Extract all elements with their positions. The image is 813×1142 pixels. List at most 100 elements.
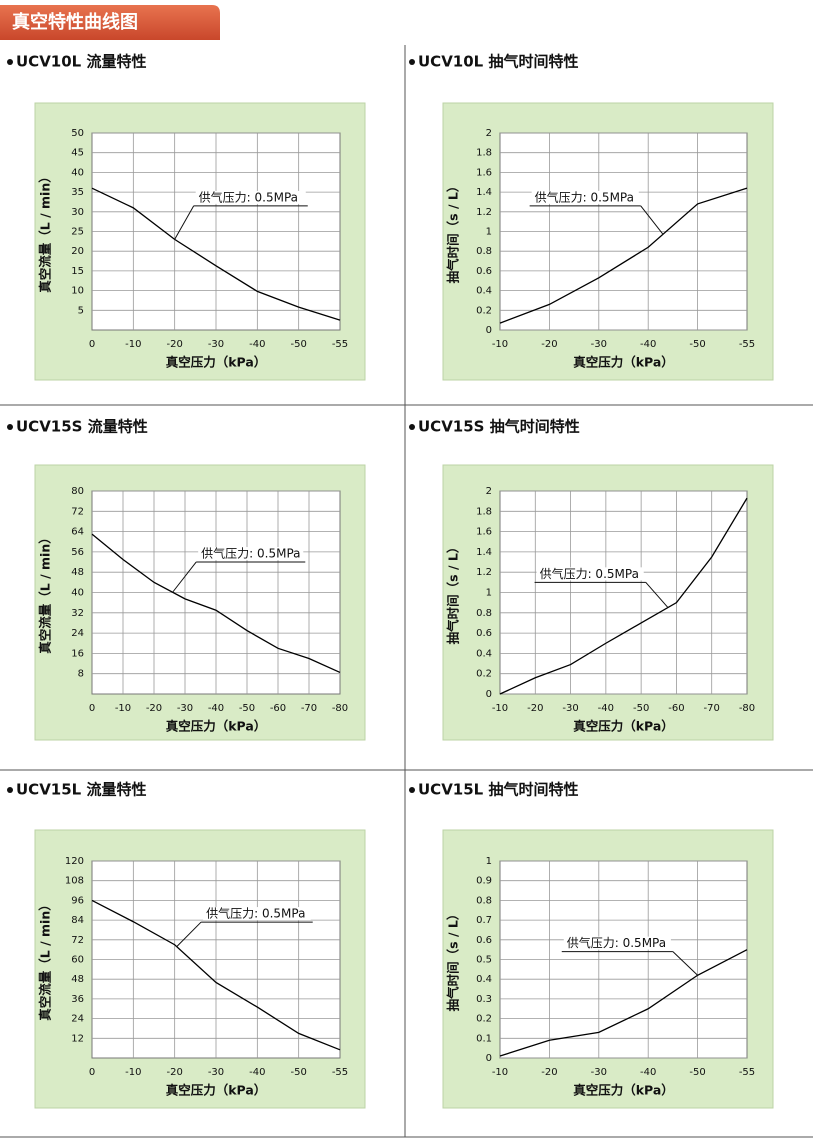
y-tick-label: 40 bbox=[71, 588, 84, 599]
annotation: 供气压力: 0.5MPa bbox=[567, 935, 666, 950]
x-tick-label: -20 bbox=[166, 1067, 182, 1078]
x-axis-label: 真空压力（kPa） bbox=[573, 1083, 674, 1098]
x-tick-label: -40 bbox=[249, 1067, 265, 1078]
y-axis-label: 抽气时间（s / L） bbox=[446, 180, 461, 284]
x-tick-label: -80 bbox=[332, 703, 348, 714]
annotation-bg bbox=[531, 190, 639, 204]
y-tick-label: 60 bbox=[71, 955, 84, 966]
annotation: 供气压力: 0.5MPa bbox=[201, 546, 300, 561]
x-tick-label: -40 bbox=[640, 339, 656, 350]
bullet bbox=[409, 424, 415, 430]
x-tick-label: -20 bbox=[146, 703, 162, 714]
annotation-leader bbox=[172, 561, 306, 593]
x-tick-label: 0 bbox=[89, 703, 95, 714]
x-tick-label: -80 bbox=[739, 703, 755, 714]
x-axis-label: 真空压力（kPa） bbox=[573, 355, 674, 370]
y-tick-label: 0.3 bbox=[476, 994, 492, 1005]
x-tick-label: -40 bbox=[249, 339, 265, 350]
y-tick-label: 0 bbox=[486, 1053, 492, 1064]
y-tick-label: 1.4 bbox=[476, 187, 492, 198]
x-tick-label: -50 bbox=[633, 703, 649, 714]
x-axis-label: 真空压力（kPa） bbox=[166, 1083, 267, 1098]
annotation-bg bbox=[536, 567, 644, 581]
annotation-leader bbox=[561, 951, 698, 976]
x-tick-label: -50 bbox=[239, 703, 255, 714]
x-tick-label: -50 bbox=[290, 1067, 306, 1078]
y-tick-label: 36 bbox=[71, 994, 84, 1005]
x-tick-label: -10 bbox=[125, 1067, 141, 1078]
y-tick-label: 120 bbox=[65, 856, 84, 867]
annotation: 供气压力: 0.5MPa bbox=[535, 189, 634, 204]
x-tick-label: -30 bbox=[208, 339, 224, 350]
y-tick-label: 10 bbox=[71, 286, 84, 297]
bullet bbox=[7, 59, 13, 65]
y-tick-label: 12 bbox=[71, 1033, 84, 1044]
x-tick-label: -55 bbox=[332, 1067, 348, 1078]
y-tick-label: 40 bbox=[71, 167, 84, 178]
x-tick-label: -60 bbox=[270, 703, 286, 714]
x-tick-label: -40 bbox=[208, 703, 224, 714]
y-axis-label: 真空流量（L / min） bbox=[38, 898, 53, 1020]
y-tick-label: 108 bbox=[65, 876, 84, 887]
x-tick-label: -10 bbox=[492, 703, 508, 714]
y-tick-label: 0 bbox=[486, 325, 492, 336]
data-line bbox=[91, 899, 341, 1051]
x-tick-label: -60 bbox=[668, 703, 684, 714]
annotation-leader bbox=[529, 205, 664, 235]
y-axis-label: 真空流量（L / min） bbox=[38, 531, 53, 653]
x-tick-label: 0 bbox=[89, 1067, 95, 1078]
x-tick-label: -30 bbox=[591, 339, 607, 350]
annotation-leader bbox=[176, 921, 313, 947]
x-tick-label: -50 bbox=[290, 339, 306, 350]
y-axis-label: 抽气时间（s / L） bbox=[446, 908, 461, 1012]
y-tick-label: 72 bbox=[71, 506, 84, 517]
y-tick-label: 8 bbox=[78, 669, 84, 680]
y-tick-label: 0.4 bbox=[476, 648, 492, 659]
chart-title: UCV15L 流量特性 bbox=[16, 781, 146, 799]
y-tick-label: 0.4 bbox=[476, 974, 492, 985]
annotation-leader bbox=[534, 581, 669, 608]
x-axis-label: 真空压力（kPa） bbox=[573, 719, 674, 734]
y-tick-label: 0.8 bbox=[476, 895, 492, 906]
bullet bbox=[409, 787, 415, 793]
y-tick-label: 2 bbox=[486, 486, 492, 497]
x-tick-label: -30 bbox=[177, 703, 193, 714]
x-tick-label: -30 bbox=[562, 703, 578, 714]
annotation-leader bbox=[174, 205, 308, 240]
x-tick-label: -20 bbox=[166, 339, 182, 350]
x-tick-label: -10 bbox=[492, 1067, 508, 1078]
x-tick-label: -70 bbox=[301, 703, 317, 714]
y-tick-label: 48 bbox=[71, 567, 84, 578]
y-tick-label: 0.9 bbox=[476, 876, 492, 887]
y-tick-label: 0.8 bbox=[476, 246, 492, 257]
y-tick-label: 0.6 bbox=[476, 266, 492, 277]
annotation: 供气压力: 0.5MPa bbox=[199, 189, 298, 204]
data-line bbox=[499, 497, 748, 695]
y-tick-label: 45 bbox=[71, 148, 84, 159]
data-line bbox=[499, 187, 748, 324]
y-tick-label: 0.6 bbox=[476, 628, 492, 639]
y-tick-label: 0.5 bbox=[476, 955, 492, 966]
y-tick-label: 0.2 bbox=[476, 1014, 492, 1025]
data-line bbox=[499, 949, 748, 1057]
x-tick-label: -30 bbox=[208, 1067, 224, 1078]
y-tick-label: 2 bbox=[486, 128, 492, 139]
chart-title: UCV15S 抽气时间特性 bbox=[418, 418, 580, 436]
y-tick-label: 96 bbox=[71, 895, 84, 906]
y-tick-label: 0 bbox=[486, 689, 492, 700]
y-tick-label: 72 bbox=[71, 935, 84, 946]
bullet bbox=[409, 59, 415, 65]
y-tick-label: 35 bbox=[71, 187, 84, 198]
annotation-bg bbox=[203, 907, 311, 921]
header-tab bbox=[0, 5, 220, 40]
x-tick-label: -10 bbox=[115, 703, 131, 714]
y-tick-label: 1.8 bbox=[476, 506, 492, 517]
y-tick-label: 1 bbox=[486, 588, 492, 599]
y-tick-label: 1.6 bbox=[476, 527, 492, 538]
chart-title: UCV15S 流量特性 bbox=[16, 418, 148, 436]
bullet bbox=[7, 424, 13, 430]
annotation-bg bbox=[563, 936, 671, 950]
y-tick-label: 56 bbox=[71, 547, 84, 558]
annotation-bg bbox=[198, 547, 304, 561]
y-tick-label: 30 bbox=[71, 207, 84, 218]
